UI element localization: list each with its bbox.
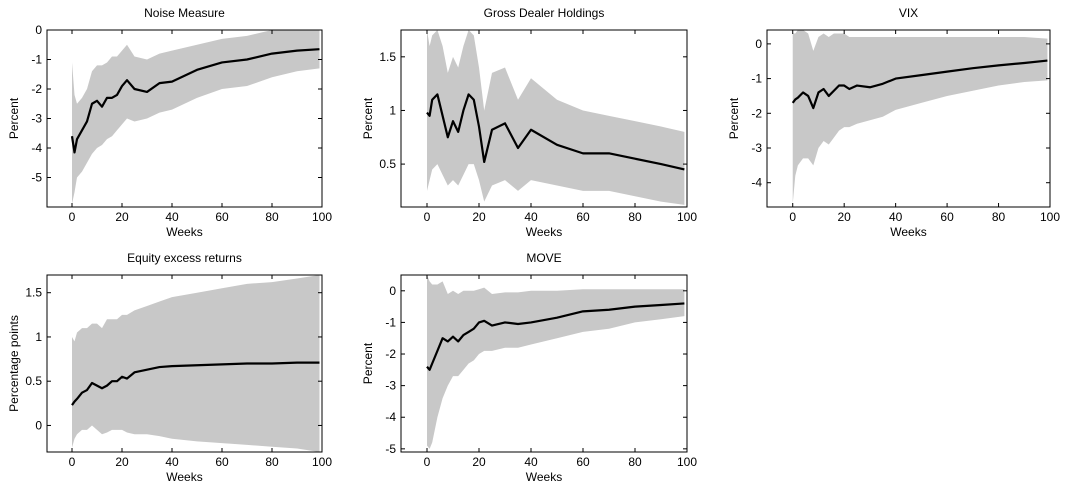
x-axis-label: Weeks <box>166 225 202 239</box>
y-tick-label: -2 <box>751 106 762 120</box>
x-axis-label: Weeks <box>166 470 202 484</box>
y-tick-label: -4 <box>751 176 762 190</box>
confidence-band <box>72 30 320 205</box>
x-tick-label: 100 <box>677 210 697 224</box>
response-line <box>71 361 320 406</box>
y-tick-label: -2 <box>385 347 396 361</box>
x-axis-label: Weeks <box>526 225 562 239</box>
axes-box <box>766 29 1051 208</box>
x-tick-label: 80 <box>265 210 279 224</box>
x-tick-label: 20 <box>115 210 129 224</box>
x-tick-label: 0 <box>69 210 76 224</box>
chart-title: Gross Dealer Holdings <box>484 6 605 20</box>
x-tick-label: 20 <box>472 455 486 469</box>
response-line <box>426 93 685 171</box>
y-axis-label: Percent <box>361 97 375 139</box>
y-tick-label: 1.5 <box>379 50 396 64</box>
x-tick-label: 80 <box>265 455 279 469</box>
response-line <box>70 48 320 154</box>
chart-panel: 0 20 40 60 80 100 -5 -4 -3 -2 -1 0 MOVE Weeks Percent <box>361 251 697 484</box>
x-tick-label: 20 <box>838 210 852 224</box>
x-axis-label: Weeks <box>526 470 562 484</box>
x-tick-label: 60 <box>940 210 954 224</box>
response-line <box>426 302 685 371</box>
y-tick-label: -1 <box>385 315 396 329</box>
chart-panel: 0 20 40 60 80 100 0 0.5 1 1.5 Equity excess return… <box>7 251 332 484</box>
chart-title: MOVE <box>526 251 561 265</box>
y-tick-label: -1 <box>31 53 42 67</box>
x-tick-label: 80 <box>628 210 642 224</box>
chart-title: Equity excess returns <box>127 251 242 265</box>
x-tick-label: 40 <box>165 455 179 469</box>
x-tick-label: 60 <box>576 210 590 224</box>
y-tick-label: 0 <box>35 23 42 37</box>
confidence-band <box>72 275 320 452</box>
x-tick-label: 100 <box>312 210 332 224</box>
y-axis-label: Percent <box>727 97 741 139</box>
y-tick-label: -4 <box>31 141 42 155</box>
y-axis-label: Percent <box>361 342 375 384</box>
y-tick-label: 0.5 <box>379 157 396 171</box>
x-tick-label: 0 <box>424 210 431 224</box>
chart-panel: 0 20 40 60 80 100 0.5 1 1.5 Gross Dealer Holdings… <box>361 6 697 239</box>
y-tick-label: -2 <box>31 82 42 96</box>
y-tick-label: 1 <box>389 103 396 117</box>
y-tick-label: 0 <box>755 37 762 51</box>
axes-box <box>400 29 688 208</box>
y-tick-label: 0 <box>389 284 396 298</box>
y-tick-label: -3 <box>31 112 42 126</box>
response-line <box>791 59 1048 110</box>
x-tick-label: 40 <box>524 210 538 224</box>
chart-panel: 0 20 40 60 80 100 -4 -3 -2 -1 0 VIX Weeks Percent <box>727 6 1060 239</box>
x-axis-label: Weeks <box>890 225 926 239</box>
y-tick-label: -1 <box>751 72 762 86</box>
chart-title: Noise Measure <box>144 6 225 20</box>
chart-title: VIX <box>899 6 918 20</box>
x-tick-label: 40 <box>889 210 903 224</box>
y-tick-label: -3 <box>385 379 396 393</box>
x-tick-label: 60 <box>215 455 229 469</box>
x-tick-label: 40 <box>524 455 538 469</box>
axes-box <box>46 274 323 453</box>
x-tick-label: 0 <box>69 455 76 469</box>
x-tick-label: 100 <box>312 455 332 469</box>
y-tick-label: -5 <box>31 171 42 185</box>
confidence-band <box>792 30 1048 204</box>
chart-panel: 0 20 40 60 80 100 -5 -4 -3 -2 -1 0 Noise Measure Week… <box>7 6 332 239</box>
x-tick-label: 0 <box>789 210 796 224</box>
x-tick-label: 60 <box>215 210 229 224</box>
y-tick-label: -3 <box>751 141 762 155</box>
confidence-band <box>427 30 685 205</box>
axes-box <box>400 274 688 453</box>
x-tick-label: 60 <box>576 455 590 469</box>
y-axis-label: Percent <box>7 97 21 139</box>
confidence-band <box>427 275 685 449</box>
y-tick-label: 1.5 <box>25 286 42 300</box>
x-tick-label: 0 <box>424 455 431 469</box>
y-tick-label: -4 <box>385 410 396 424</box>
y-tick-label: 0.5 <box>25 374 42 388</box>
y-tick-label: 1 <box>35 330 42 344</box>
x-tick-label: 40 <box>165 210 179 224</box>
y-tick-label: -5 <box>385 442 396 456</box>
x-tick-label: 20 <box>472 210 486 224</box>
x-tick-label: 80 <box>628 455 642 469</box>
x-tick-label: 100 <box>1040 210 1060 224</box>
y-tick-label: 0 <box>35 418 42 432</box>
x-tick-label: 80 <box>992 210 1006 224</box>
x-tick-label: 100 <box>677 455 697 469</box>
y-axis-label: Percentage points <box>7 315 21 412</box>
x-tick-label: 20 <box>115 455 129 469</box>
